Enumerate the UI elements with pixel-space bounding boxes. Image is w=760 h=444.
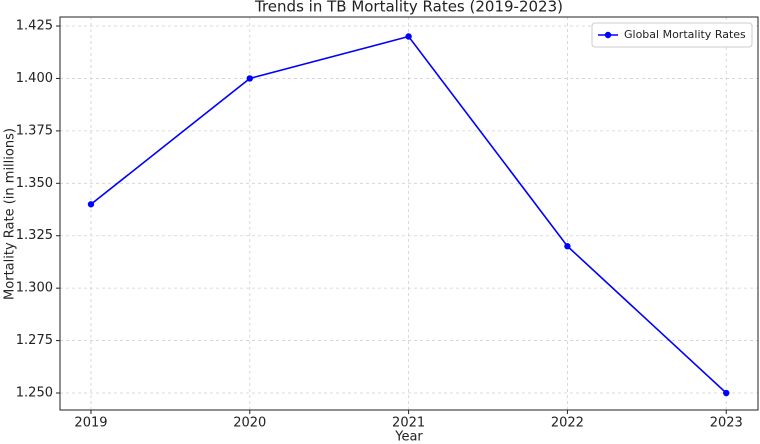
y-tick-label: 1.250 — [16, 386, 53, 401]
point — [405, 33, 412, 40]
chart-title: Trends in TB Mortality Rates (2019-2023) — [254, 0, 563, 16]
y-tick-label: 1.400 — [16, 71, 53, 86]
legend-box — [591, 22, 753, 48]
point — [564, 243, 571, 250]
y-tick-label: 1.375 — [16, 123, 53, 138]
y-tick-label: 1.425 — [16, 19, 53, 34]
y-tick-label: 1.350 — [16, 176, 53, 191]
y-axis-label: Mortality Rate (in millions) — [3, 128, 18, 300]
x-tick-label: 2019 — [74, 416, 107, 431]
y-tick-label: 1.325 — [16, 228, 53, 243]
point — [87, 201, 95, 208]
point — [246, 75, 253, 82]
x-tick-label: 2023 — [710, 416, 743, 431]
legend-label: Global Mortality Rates — [624, 28, 746, 41]
y-tick-label: 1.300 — [16, 281, 53, 296]
legend-marker — [604, 31, 612, 39]
x-axis-label: Year — [394, 430, 423, 444]
x-tick-label: 2020 — [233, 416, 266, 431]
y-tick-label: 1.275 — [16, 333, 53, 348]
x-tick-label: 2022 — [551, 416, 584, 431]
point — [723, 389, 730, 397]
x-tick-label: 2021 — [392, 416, 425, 431]
plot-frame — [59, 16, 759, 411]
